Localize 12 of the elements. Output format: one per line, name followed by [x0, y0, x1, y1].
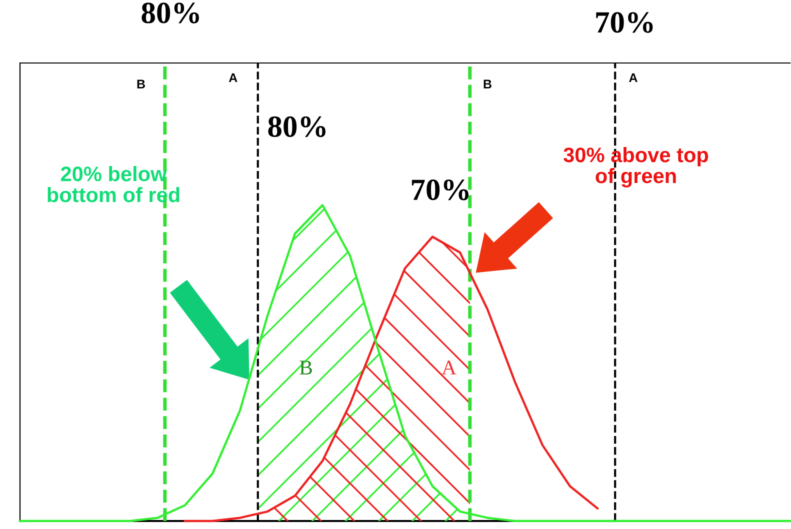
text: A — [629, 73, 638, 82]
text: 80% — [268, 116, 326, 138]
text: B — [484, 80, 492, 88]
text: 20% below bottom of red — [48, 166, 180, 202]
text: 30% above top of green — [564, 147, 708, 188]
text: 80% — [142, 2, 199, 24]
annotation: B — [300, 360, 312, 374]
text: B — [137, 80, 145, 88]
text: 70% — [596, 12, 653, 33]
text: 70% — [412, 180, 468, 200]
text: A — [228, 73, 238, 82]
annotation: A — [442, 360, 456, 374]
